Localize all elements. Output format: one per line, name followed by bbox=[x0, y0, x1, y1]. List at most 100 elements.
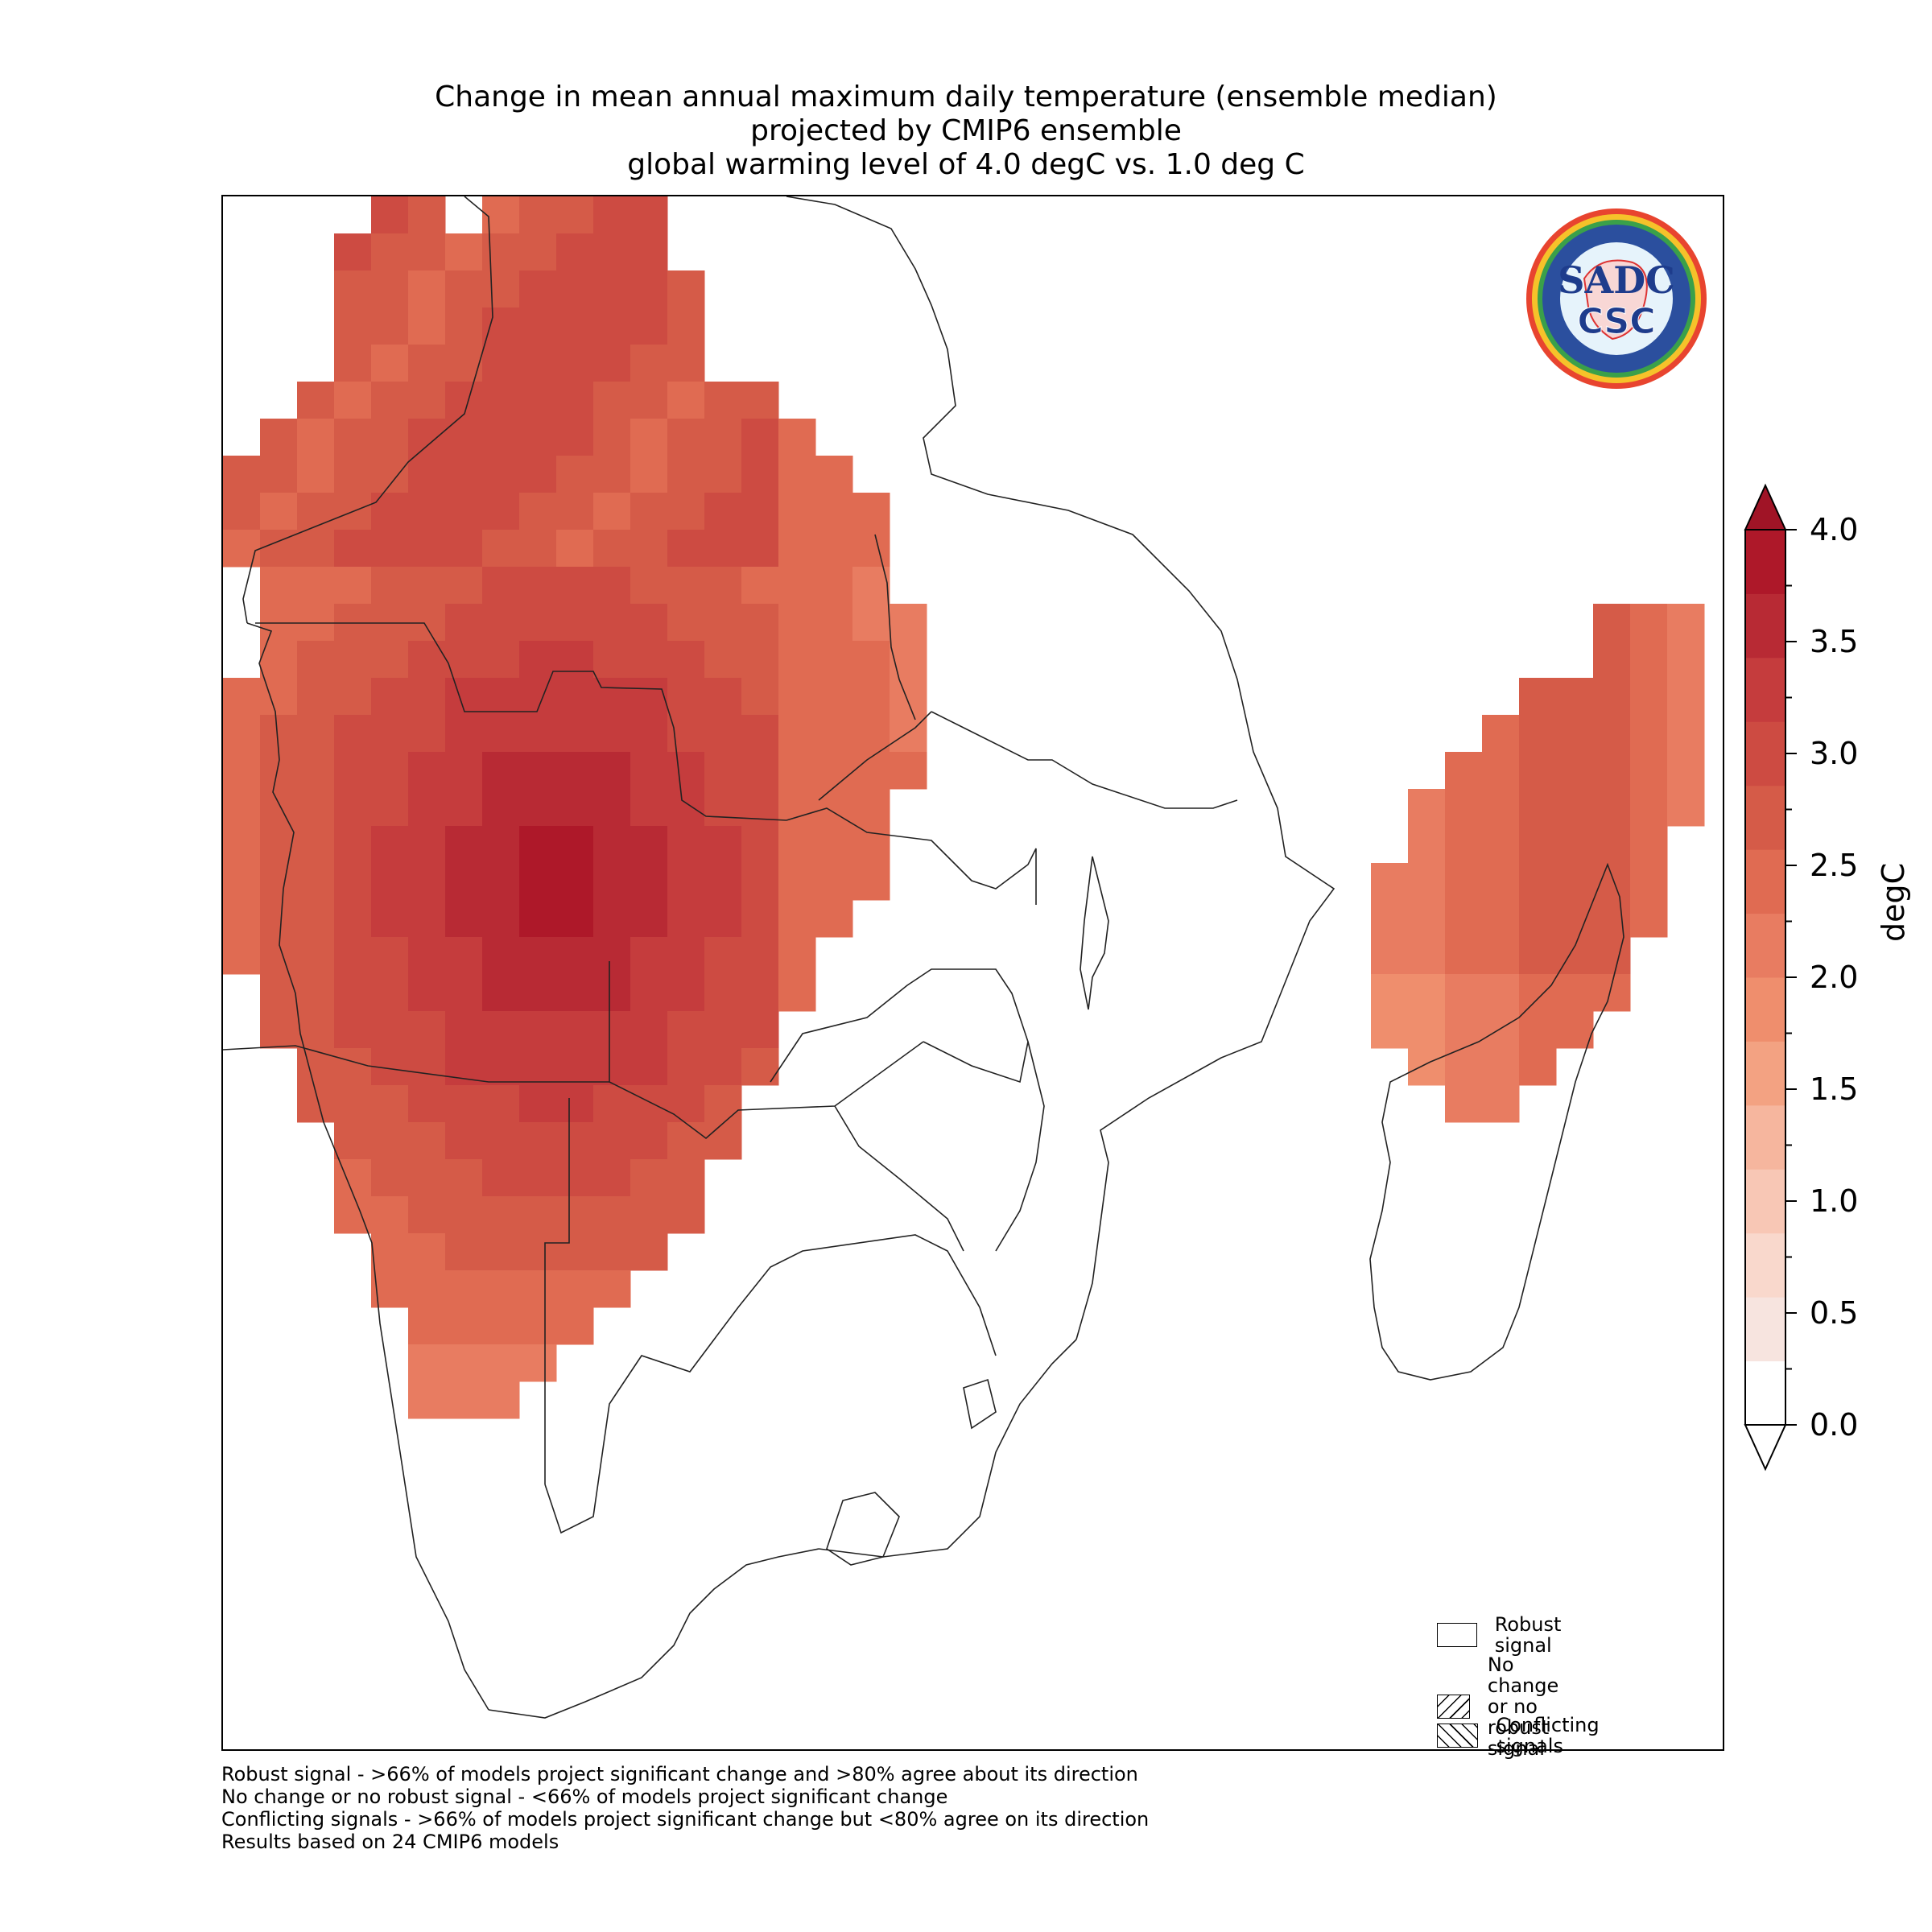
grid-cell bbox=[667, 1159, 705, 1197]
grid-cell bbox=[408, 789, 446, 827]
grid-cell bbox=[371, 974, 409, 1012]
grid-cell bbox=[890, 641, 927, 679]
border-c bbox=[931, 711, 1238, 809]
grid-cell bbox=[741, 678, 779, 716]
grid-cell bbox=[482, 456, 520, 493]
grid-cell bbox=[519, 752, 557, 790]
grid-cell bbox=[445, 419, 483, 456]
grid-cell bbox=[667, 1085, 705, 1123]
grid-cell bbox=[297, 1048, 335, 1086]
grid-cell bbox=[1482, 900, 1520, 938]
footnotes: Robust signal - >66% of models project s… bbox=[221, 1763, 1149, 1853]
grid-cell bbox=[852, 641, 890, 679]
grid-cell bbox=[630, 567, 668, 605]
grid-cell bbox=[593, 937, 631, 975]
legend-row-conflicting: Conflicting signals bbox=[1437, 1715, 1617, 1757]
grid-cell bbox=[704, 715, 742, 753]
grid-cell bbox=[297, 1011, 335, 1049]
grid-cell bbox=[408, 863, 446, 901]
grid-cell bbox=[482, 1122, 520, 1160]
grid-cell bbox=[1371, 937, 1409, 975]
grid-cell bbox=[815, 678, 853, 716]
grid-cell bbox=[408, 1233, 446, 1271]
grid-cell bbox=[704, 641, 742, 679]
grid-cell bbox=[778, 937, 816, 975]
grid-cell bbox=[334, 826, 372, 864]
grid-cell bbox=[260, 863, 298, 901]
grid-cell bbox=[445, 715, 483, 753]
grid-cell bbox=[1482, 752, 1520, 790]
grid-cell bbox=[371, 715, 409, 753]
grid-cell bbox=[815, 900, 853, 938]
grid-cell bbox=[1482, 789, 1520, 827]
grid-cell bbox=[1556, 937, 1594, 975]
grid-cell bbox=[556, 493, 594, 530]
grid-cell bbox=[556, 1159, 594, 1197]
grid-cell bbox=[1519, 826, 1557, 864]
colorbar-tick-label: 1.0 bbox=[1810, 1183, 1859, 1219]
grid-cell bbox=[630, 752, 668, 790]
grid-cell bbox=[223, 863, 261, 901]
grid-cell bbox=[593, 604, 631, 642]
grid-cell bbox=[1482, 974, 1520, 1012]
grid-cell bbox=[482, 308, 520, 345]
grid-cell bbox=[667, 345, 705, 382]
grid-cell bbox=[630, 1122, 668, 1160]
grid-cell bbox=[297, 419, 335, 456]
grid-cell bbox=[519, 1344, 557, 1382]
grid-cell bbox=[704, 789, 742, 827]
colorbar-tick-label: 2.5 bbox=[1810, 848, 1859, 883]
madagascar-coastline bbox=[1369, 862, 1624, 1381]
grid-cell bbox=[408, 382, 446, 419]
grid-cell bbox=[408, 270, 446, 308]
grid-cell bbox=[408, 233, 446, 271]
grid-cell bbox=[260, 456, 298, 493]
legend-label-conflicting: Conflicting signals bbox=[1496, 1714, 1600, 1757]
grid-cell bbox=[445, 826, 483, 864]
grid-cell bbox=[667, 678, 705, 716]
grid-cell bbox=[630, 345, 668, 382]
grid-cell bbox=[1519, 974, 1557, 1012]
grid-cell bbox=[334, 900, 372, 938]
grid-cell bbox=[593, 1048, 631, 1086]
grid-cell bbox=[556, 196, 594, 234]
grid-cell bbox=[593, 456, 631, 493]
grid-cell bbox=[260, 1011, 298, 1049]
grid-cell bbox=[556, 1048, 594, 1086]
grid-cell bbox=[556, 974, 594, 1012]
grid-cell bbox=[630, 715, 668, 753]
grid-cell bbox=[593, 641, 631, 679]
grid-cell bbox=[741, 789, 779, 827]
grid-cell bbox=[593, 715, 631, 753]
grid-cell bbox=[556, 863, 594, 901]
grid-cell bbox=[334, 345, 372, 382]
grid-cell bbox=[408, 1122, 446, 1160]
grid-cell bbox=[815, 530, 853, 568]
grid-cell bbox=[667, 456, 705, 493]
grid-cell bbox=[593, 270, 631, 308]
grid-cell bbox=[667, 1048, 705, 1086]
grid-cell bbox=[519, 1048, 557, 1086]
grid-cell bbox=[593, 233, 631, 271]
grid-cell bbox=[556, 641, 594, 679]
grid-cell bbox=[260, 419, 298, 456]
legend-label-no-change-line-2: or no robust signal bbox=[1487, 1695, 1550, 1760]
grid-cell bbox=[519, 900, 557, 938]
grid-cell bbox=[815, 456, 853, 493]
grid-cell bbox=[630, 530, 668, 568]
grid-cell bbox=[482, 752, 520, 790]
grid-cell bbox=[667, 863, 705, 901]
grid-cell bbox=[1667, 789, 1705, 827]
grid-cell bbox=[519, 937, 557, 975]
grid-cell bbox=[1556, 789, 1594, 827]
grid-cell bbox=[704, 863, 742, 901]
grid-cell bbox=[1445, 1085, 1483, 1123]
colorbar-cell bbox=[1745, 1041, 1785, 1106]
colorbar-cell bbox=[1745, 1297, 1785, 1362]
lesotho-border bbox=[826, 1492, 900, 1566]
grid-cell bbox=[519, 1159, 557, 1197]
grid-cell bbox=[1667, 641, 1705, 679]
grid-cell bbox=[223, 789, 261, 827]
grid-cell bbox=[334, 1122, 372, 1160]
grid-cell bbox=[371, 1011, 409, 1049]
